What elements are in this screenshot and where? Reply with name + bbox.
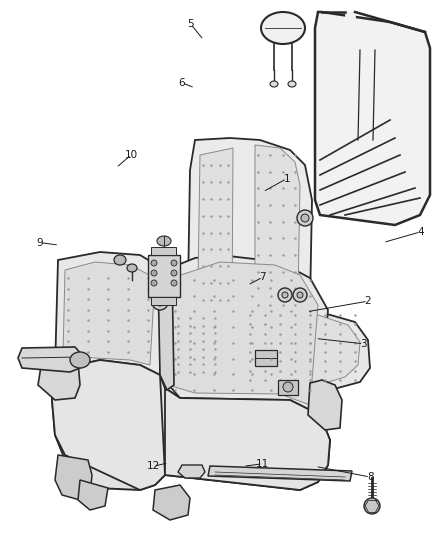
- Ellipse shape: [261, 12, 305, 44]
- Polygon shape: [55, 252, 165, 375]
- Polygon shape: [308, 380, 342, 430]
- Polygon shape: [188, 138, 312, 330]
- Ellipse shape: [293, 288, 307, 302]
- Polygon shape: [162, 308, 220, 378]
- Ellipse shape: [278, 288, 292, 302]
- Polygon shape: [245, 308, 360, 386]
- Text: 8: 8: [367, 472, 374, 482]
- Text: 11: 11: [256, 459, 269, 469]
- Bar: [278, 380, 298, 395]
- Ellipse shape: [301, 214, 309, 222]
- Ellipse shape: [114, 255, 126, 265]
- Polygon shape: [208, 466, 352, 481]
- Polygon shape: [198, 148, 233, 315]
- Text: 1: 1: [283, 174, 290, 183]
- Ellipse shape: [171, 260, 177, 266]
- Polygon shape: [255, 145, 300, 315]
- Text: 7: 7: [259, 272, 266, 282]
- Polygon shape: [153, 485, 190, 520]
- Ellipse shape: [152, 294, 168, 310]
- Ellipse shape: [283, 382, 293, 392]
- Bar: [151, 297, 176, 305]
- Ellipse shape: [127, 264, 137, 272]
- Ellipse shape: [151, 280, 157, 286]
- Ellipse shape: [297, 210, 313, 226]
- Polygon shape: [178, 465, 205, 478]
- Ellipse shape: [270, 81, 278, 87]
- Polygon shape: [63, 262, 155, 365]
- Bar: [148, 255, 180, 297]
- Polygon shape: [52, 360, 165, 490]
- Ellipse shape: [157, 236, 171, 246]
- Polygon shape: [78, 480, 108, 510]
- Text: 6: 6: [178, 78, 185, 87]
- Text: 2: 2: [364, 296, 371, 306]
- Polygon shape: [155, 302, 370, 390]
- Polygon shape: [315, 12, 430, 225]
- Ellipse shape: [70, 352, 90, 368]
- Polygon shape: [160, 255, 328, 415]
- Polygon shape: [55, 455, 92, 500]
- Ellipse shape: [171, 280, 177, 286]
- Polygon shape: [168, 262, 318, 405]
- Polygon shape: [38, 355, 80, 400]
- Bar: [255, 350, 277, 366]
- Polygon shape: [18, 347, 82, 372]
- Ellipse shape: [282, 292, 288, 298]
- Ellipse shape: [364, 498, 380, 514]
- Polygon shape: [345, 12, 355, 35]
- Text: 12: 12: [147, 462, 160, 471]
- Text: 5: 5: [187, 19, 194, 29]
- Text: 10: 10: [125, 150, 138, 159]
- Ellipse shape: [151, 260, 157, 266]
- Polygon shape: [52, 360, 330, 490]
- Ellipse shape: [156, 298, 164, 306]
- Ellipse shape: [288, 81, 296, 87]
- Polygon shape: [165, 388, 330, 490]
- Ellipse shape: [297, 292, 303, 298]
- Text: 3: 3: [360, 339, 367, 349]
- Ellipse shape: [171, 270, 177, 276]
- Text: 9: 9: [36, 238, 43, 247]
- Text: 4: 4: [417, 227, 424, 237]
- Polygon shape: [158, 270, 174, 390]
- Bar: [151, 247, 176, 255]
- Ellipse shape: [151, 270, 157, 276]
